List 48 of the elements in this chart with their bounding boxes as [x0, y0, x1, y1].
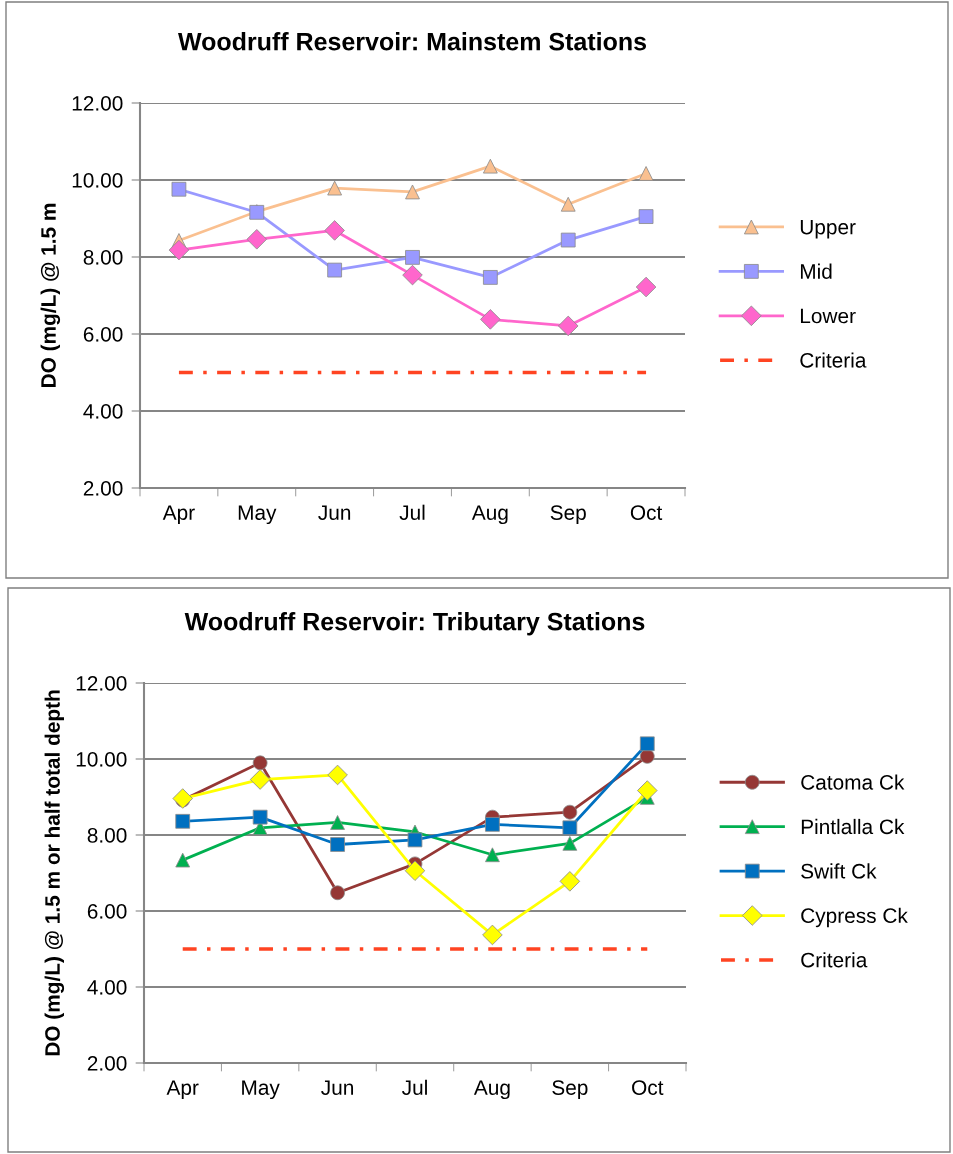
x-tick-label: Apr: [166, 1080, 199, 1100]
legend-label: Criteria: [801, 952, 868, 968]
legend-label: Criteria: [800, 352, 867, 368]
y-tick-label: 8.00: [83, 250, 123, 265]
point: [482, 924, 503, 946]
x-tick-label: Jun: [318, 505, 351, 520]
point: [249, 769, 271, 790]
chart-title: Woodruff Reservoir: Mainstem Stations: [178, 32, 647, 51]
y-tick-label: 12.00: [76, 676, 127, 691]
y-tick-label: 4.00: [87, 980, 127, 995]
point: [172, 788, 193, 809]
x-tick-label: Aug: [471, 505, 508, 525]
x-tick-label: Jul: [399, 504, 425, 520]
legend-label: Lower: [800, 308, 856, 324]
legend-label: Mid: [800, 263, 832, 279]
legend-label: Swift Ck: [801, 863, 877, 879]
y-tick-label: 12.00: [72, 96, 123, 111]
y-tick-label: 4.00: [83, 404, 123, 419]
x-tick-label: May: [238, 505, 277, 525]
y-tick-label: 8.00: [87, 828, 127, 843]
y-tick-label: 6.00: [83, 327, 123, 342]
x-tick-label: Oct: [630, 505, 663, 520]
legend-label: Upper: [800, 219, 856, 239]
legend-label: Catoma Ck: [801, 774, 905, 790]
chart-title: Woodruff Reservoir: Tributary Stations: [184, 612, 645, 636]
legend-label: Pintlalla Ck: [801, 818, 905, 835]
x-tick-label: Sep: [552, 1080, 588, 1100]
x-tick-label: Jul: [402, 1079, 427, 1095]
x-tick-label: May: [242, 1080, 280, 1100]
y-tick-label: 2.00: [87, 1056, 127, 1071]
point: [407, 832, 423, 848]
point: [638, 209, 654, 224]
x-tick-label: Jun: [321, 1080, 354, 1095]
point: [639, 736, 655, 752]
y-tick-label: 2.00: [83, 481, 123, 496]
x-tick-label: Sep: [550, 505, 586, 525]
y-axis-title: DO (mg/L) @ 1.5 m or half total depth: [44, 690, 65, 1056]
y-axis-title: DO (mg/L) @ 1.5 m: [40, 203, 61, 388]
x-tick-label: Aug: [473, 1080, 510, 1100]
y-tick-label: 10.00: [76, 752, 127, 767]
y-tick-label: 6.00: [87, 904, 127, 919]
legend-label: Cypress Ck: [801, 907, 908, 928]
point: [560, 232, 576, 248]
x-tick-label: Oct: [632, 1080, 664, 1095]
point: [171, 181, 187, 197]
point: [402, 264, 423, 286]
y-tick-label: 10.00: [72, 173, 123, 188]
x-tick-label: Apr: [162, 505, 195, 525]
